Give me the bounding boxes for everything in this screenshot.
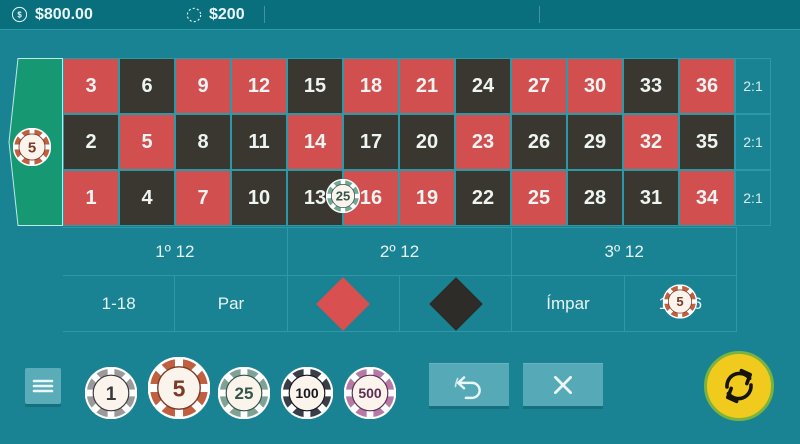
svg-text:1: 1 xyxy=(106,384,117,405)
svg-text:5: 5 xyxy=(173,375,186,401)
svg-text:100: 100 xyxy=(295,385,319,401)
svg-text:5: 5 xyxy=(28,139,36,156)
svg-text:25: 25 xyxy=(235,384,254,403)
svg-text:25: 25 xyxy=(336,189,350,204)
svg-text:500: 500 xyxy=(358,385,382,401)
svg-text:5: 5 xyxy=(677,294,684,309)
